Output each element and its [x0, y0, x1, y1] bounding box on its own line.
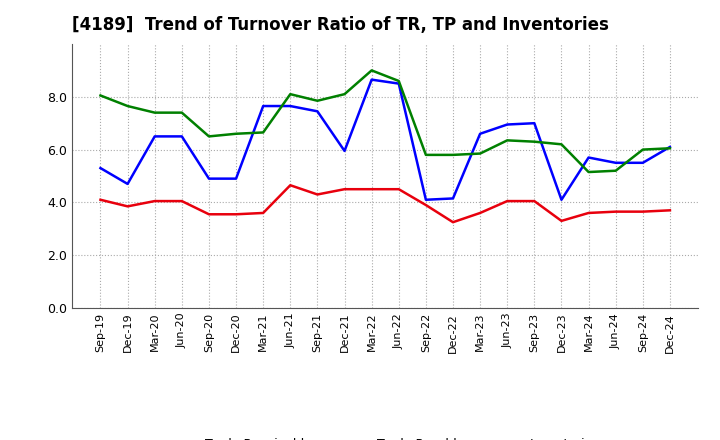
Trade Payables	[476, 131, 485, 136]
Trade Payables	[530, 121, 539, 126]
Trade Receivables	[150, 198, 159, 204]
Trade Payables	[178, 134, 186, 139]
Line: Trade Receivables: Trade Receivables	[101, 185, 670, 222]
Trade Payables	[204, 176, 213, 181]
Trade Payables	[449, 196, 457, 201]
Inventories	[286, 92, 294, 97]
Trade Receivables	[421, 202, 430, 208]
Inventories	[367, 68, 376, 73]
Inventories	[476, 151, 485, 156]
Trade Receivables	[313, 192, 322, 197]
Line: Inventories: Inventories	[101, 70, 670, 172]
Trade Receivables	[232, 212, 240, 217]
Trade Receivables	[367, 187, 376, 192]
Trade Receivables	[204, 212, 213, 217]
Trade Payables	[259, 103, 268, 109]
Trade Receivables	[476, 210, 485, 216]
Inventories	[665, 146, 674, 151]
Inventories	[395, 78, 403, 84]
Inventories	[341, 92, 349, 97]
Trade Payables	[503, 122, 511, 127]
Trade Receivables	[395, 187, 403, 192]
Inventories	[530, 139, 539, 144]
Inventories	[96, 93, 105, 98]
Trade Receivables	[123, 204, 132, 209]
Trade Payables	[150, 134, 159, 139]
Trade Receivables	[611, 209, 620, 214]
Trade Payables	[665, 144, 674, 150]
Trade Payables	[611, 160, 620, 165]
Trade Payables	[232, 176, 240, 181]
Inventories	[313, 98, 322, 103]
Trade Payables	[557, 197, 566, 202]
Text: [4189]  Trend of Turnover Ratio of TR, TP and Inventories: [4189] Trend of Turnover Ratio of TR, TP…	[72, 16, 609, 34]
Inventories	[178, 110, 186, 115]
Inventories	[259, 130, 268, 135]
Trade Receivables	[96, 197, 105, 202]
Inventories	[503, 138, 511, 143]
Trade Receivables	[665, 208, 674, 213]
Inventories	[557, 142, 566, 147]
Trade Receivables	[286, 183, 294, 188]
Trade Payables	[639, 160, 647, 165]
Legend: Trade Receivables, Trade Payables, Inventories: Trade Receivables, Trade Payables, Inven…	[166, 433, 605, 440]
Inventories	[232, 131, 240, 136]
Inventories	[639, 147, 647, 152]
Line: Trade Payables: Trade Payables	[101, 80, 670, 200]
Trade Receivables	[584, 210, 593, 216]
Trade Payables	[584, 155, 593, 160]
Trade Receivables	[178, 198, 186, 204]
Trade Receivables	[639, 209, 647, 214]
Trade Payables	[286, 103, 294, 109]
Trade Receivables	[259, 210, 268, 216]
Trade Payables	[367, 77, 376, 82]
Inventories	[421, 152, 430, 158]
Trade Receivables	[530, 198, 539, 204]
Trade Payables	[395, 81, 403, 86]
Inventories	[584, 169, 593, 175]
Trade Payables	[313, 109, 322, 114]
Trade Receivables	[503, 198, 511, 204]
Inventories	[449, 152, 457, 158]
Inventories	[123, 103, 132, 109]
Inventories	[150, 110, 159, 115]
Trade Receivables	[449, 220, 457, 225]
Trade Payables	[96, 165, 105, 171]
Trade Receivables	[341, 187, 349, 192]
Trade Payables	[421, 197, 430, 202]
Trade Payables	[341, 148, 349, 154]
Trade Payables	[123, 181, 132, 187]
Inventories	[204, 134, 213, 139]
Trade Receivables	[557, 218, 566, 224]
Inventories	[611, 168, 620, 173]
